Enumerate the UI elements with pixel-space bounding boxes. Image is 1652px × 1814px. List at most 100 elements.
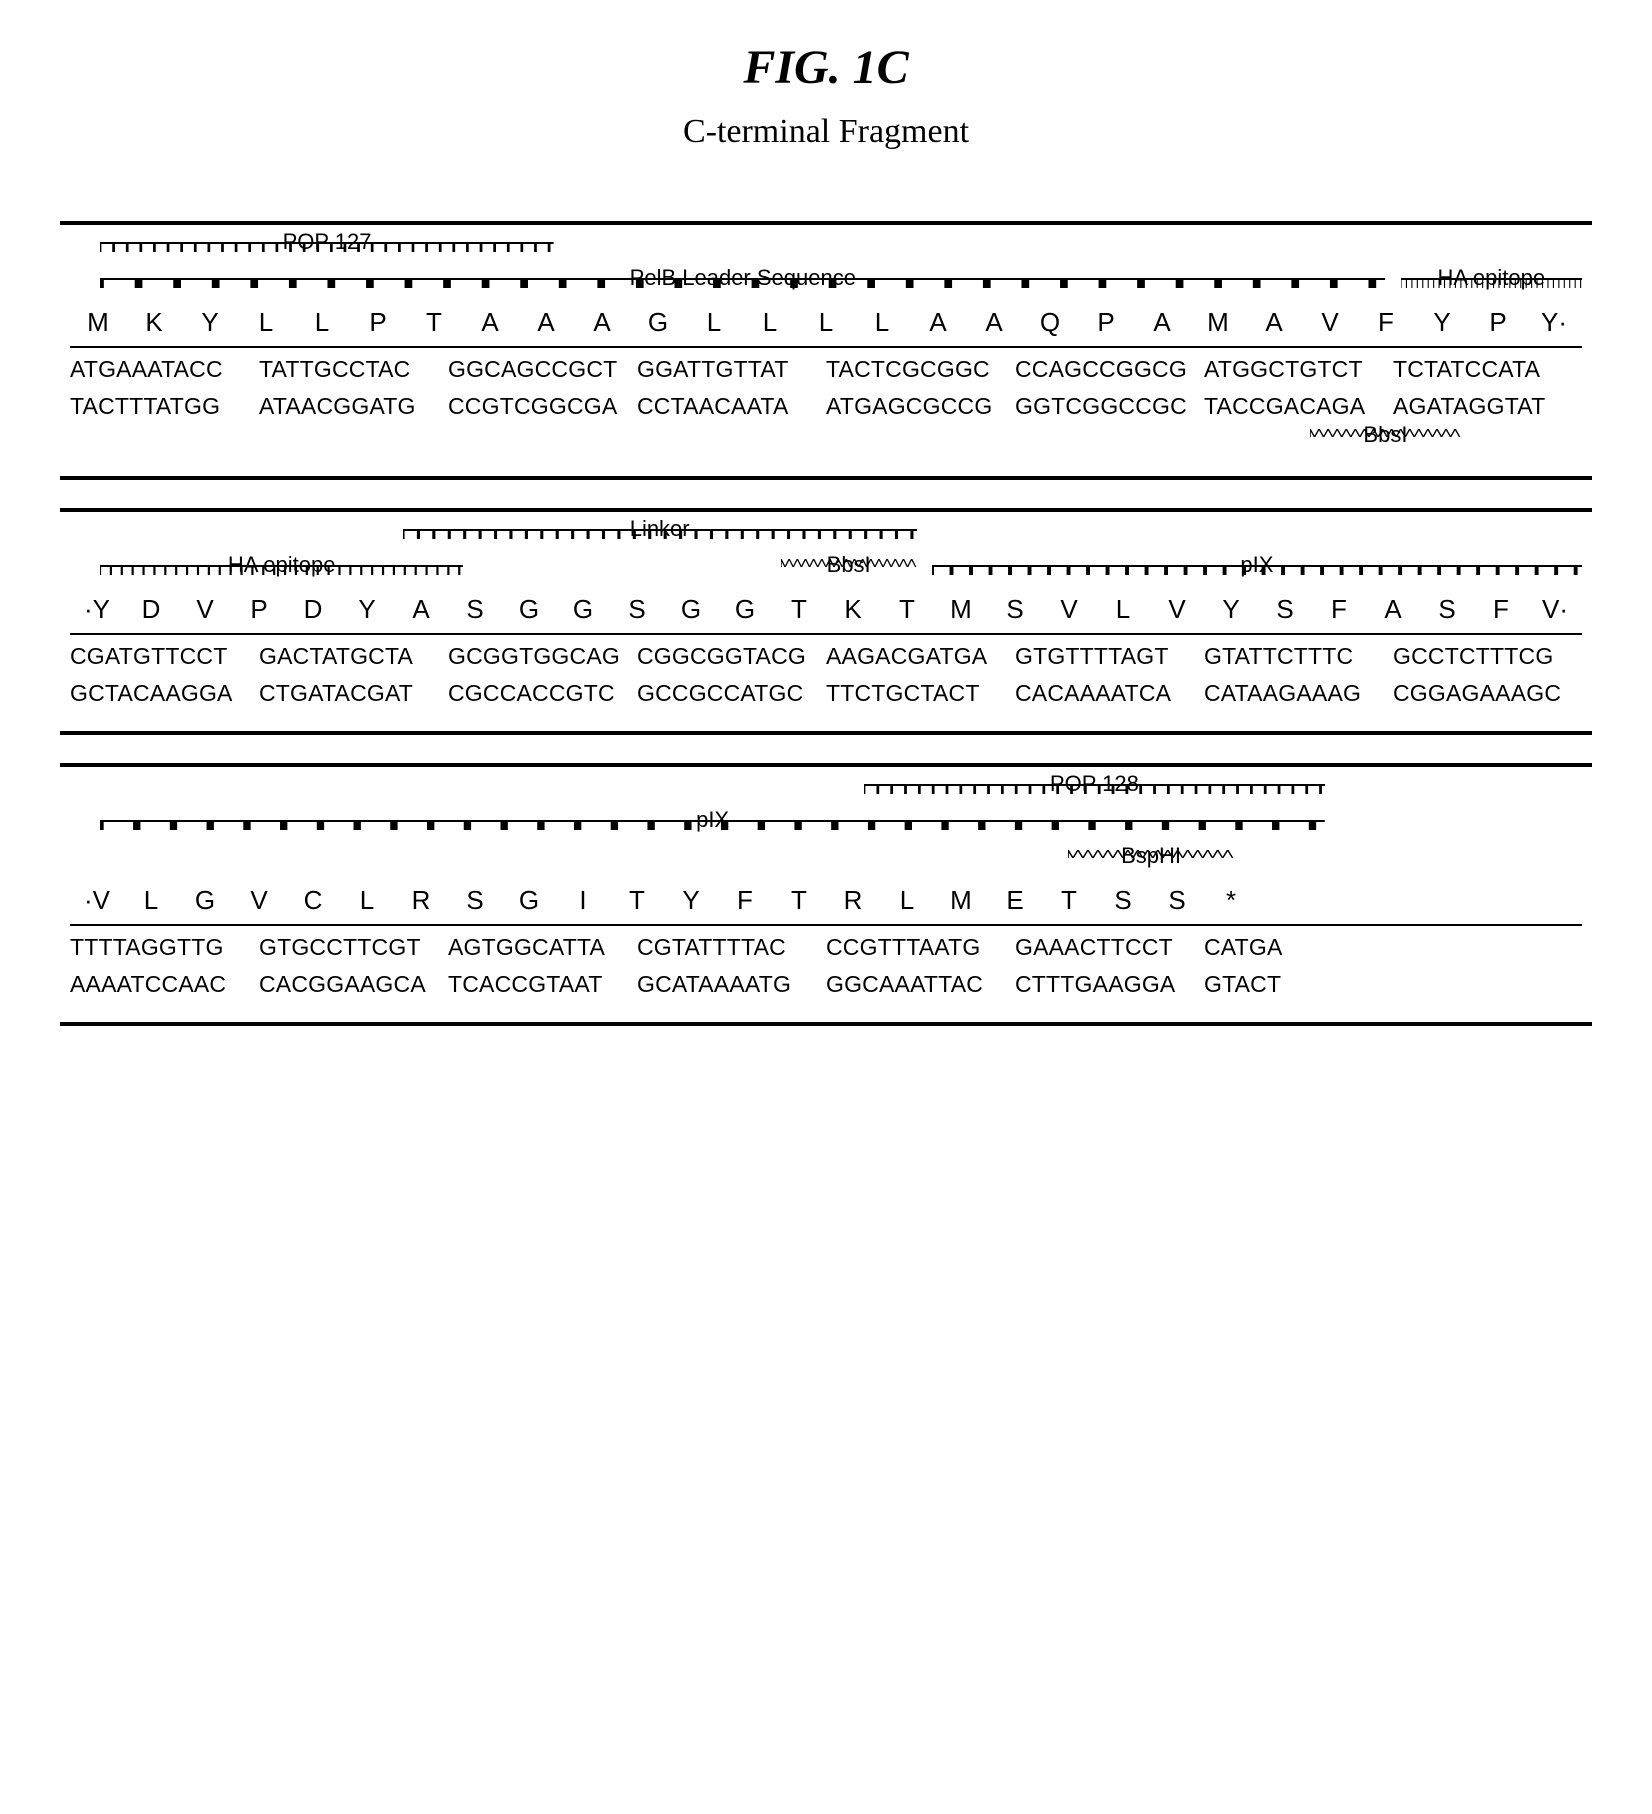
sequence-block: GTACT [1204,971,1393,998]
amino-acid: M [934,885,988,916]
sequence-block: GACTATGCTA [259,643,448,670]
figure-title: FIG. 1C [60,40,1592,95]
feature-bar [100,562,463,580]
sequence-block [1393,971,1582,998]
amino-acid: G [556,594,610,625]
sequence-block: CGCCACCGTC [448,680,637,707]
amino-acid: L [742,307,798,338]
amino-acid: L [798,307,854,338]
sequence-block: CACGGAAGCA [259,971,448,998]
amino-acid: A [910,307,966,338]
sub-feature-row: HA epitopeBbsIpIX [70,554,1582,590]
amino-acid: F [718,885,772,916]
feature-bar [100,239,554,257]
amino-acid: S [1258,594,1312,625]
sequence-block [1393,934,1582,961]
sub-feature-row: PelB Leader Sequence HA epitope [70,267,1582,303]
amino-acid: V [1302,307,1358,338]
amino-acid: M [70,307,126,338]
amino-acid: S [610,594,664,625]
sequence-block: CGATGTTCCT [70,643,259,670]
below-feature-row: BbsI [70,424,1582,454]
sense-strand: CGATGTTCCTGACTATGCTAGCGGTGGCAGCGGCGGTACG… [70,643,1582,670]
feature-pix: pIX [100,809,1325,835]
amino-acid [1528,885,1582,916]
sequence-block: CCGTTTAATG [826,934,1015,961]
sequence-block: CTTTGAAGGA [1015,971,1204,998]
amino-acid: T [772,594,826,625]
feature-pop-127: POP 127 [100,231,554,257]
amino-acid: T [610,885,664,916]
amino-acid: L [686,307,742,338]
feature-pelb-leader-sequence: PelB Leader Sequence [100,267,1385,293]
amino-acid: V [232,885,286,916]
sequence-block: ATGAGCGCCG [826,393,1015,420]
sequence-block: GCTACAAGGA [70,680,259,707]
sequence-block: TCACCGTAAT [448,971,637,998]
amino-acid: A [1366,594,1420,625]
sequence-block: CGGCGGTACG [637,643,826,670]
amino-acid: G [630,307,686,338]
sequence-block: TTCTGCTACT [826,680,1015,707]
sequence-block: GTGTTTTAGT [1015,643,1204,670]
sequence-block: AGTGGCATTA [448,934,637,961]
amino-acid: A [394,594,448,625]
amino-acid: A [966,307,1022,338]
amino-acid: R [394,885,448,916]
amino-acid: G [502,594,556,625]
amino-acid: Y [664,885,718,916]
feature-bar [100,817,1325,835]
sequence-panel: LinkerHA epitopeBbsIpIX·YDVPDYASGGSGGTKT… [60,508,1592,735]
amino-acid [1312,885,1366,916]
amino-acid: Q [1022,307,1078,338]
feature-row: POP 127 [70,231,1582,261]
sequence-block: TTTTAGGTTG [70,934,259,961]
feature-ha-epitope: HA epitope [100,554,463,580]
sequence-block: GCCTCTTTCG [1393,643,1582,670]
amino-acid-row: ·YDVPDYASGGSGGTKTMSVLVYSFASFV· [70,594,1582,625]
amino-acid: ·V [70,885,124,916]
amino-acid [1420,885,1474,916]
amino-acid: Y [340,594,394,625]
sequence-panel: POP 127PelB Leader SequenceHA epitopeMKY… [60,221,1592,480]
amino-acid: F [1474,594,1528,625]
amino-acid [1474,885,1528,916]
amino-acid: R [826,885,880,916]
amino-acid: G [502,885,556,916]
amino-acid: Y· [1526,307,1582,338]
feature-ha-epitope: HA epitope [1401,267,1582,293]
amino-acid: A [518,307,574,338]
amino-acid: * [1204,885,1258,916]
amino-acid: T [772,885,826,916]
sequence-block: GGATTGTTAT [637,356,826,383]
sequence-block: GTGCCTTCGT [259,934,448,961]
sequence-block: TCTATCCATA [1393,356,1582,383]
feature-row: POP 128 [70,773,1582,803]
amino-acid: G [718,594,772,625]
feature-bsphi: BspHI [1068,845,1234,873]
sequence-block: ATGAAATACC [70,356,259,383]
amino-acid: C [286,885,340,916]
amino-acid: M [934,594,988,625]
amino-acid-row: MKYLLPTAAAGLLLLAAQPAMAVFYPY· [70,307,1582,338]
feature-linker: Linker [403,518,917,544]
amino-acid: P [1470,307,1526,338]
amino-acid: T [880,594,934,625]
feature-pop-128: POP 128 [864,773,1325,799]
sequence-block: TACCGACAGA [1204,393,1393,420]
amino-acid: L [1096,594,1150,625]
sequence-block: ATAACGGATG [259,393,448,420]
amino-acid: S [448,594,502,625]
sequence-panels: POP 127PelB Leader SequenceHA epitopeMKY… [60,221,1592,1026]
sequence-block: CGTATTTTAC [637,934,826,961]
sequence-block: GGCAAATTAC [826,971,1015,998]
sequence-block: CCGTCGGCGA [448,393,637,420]
sequence-block: AAAATCCAAC [70,971,259,998]
sequence-panel: POP 128pIXBspHI·VLGVCLRSGITYFTRLMETSS*TT… [60,763,1592,1026]
amino-acid: V [178,594,232,625]
feature-bar [100,275,1385,293]
figure-subtitle: C-terminal Fragment [60,113,1592,151]
feature-bar [864,781,1325,799]
amino-acid: Y [1414,307,1470,338]
sequence-block: CATAAGAAAG [1204,680,1393,707]
